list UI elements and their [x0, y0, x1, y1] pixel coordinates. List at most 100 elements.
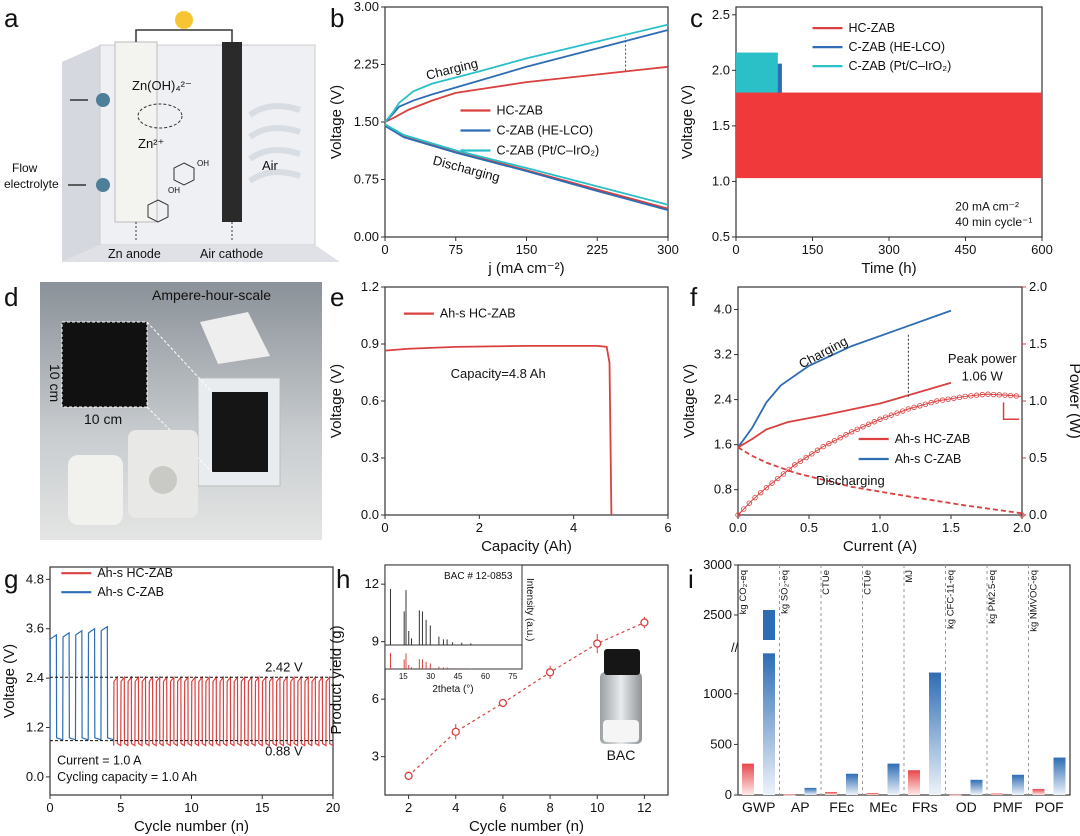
data-point: [498, 698, 508, 708]
data-point: [451, 727, 460, 736]
cell-left-plate: [62, 45, 100, 262]
y-right-tick-label: 1.0: [1029, 393, 1047, 408]
unit-label: kg NMVOC-eq: [1029, 570, 1040, 632]
series-line: [384, 123, 669, 206]
power-marker: [911, 404, 917, 411]
x-tick-label: 0: [381, 242, 388, 257]
x-tick-label: 1.5: [942, 520, 960, 535]
y-tick-label: 2.0: [712, 62, 730, 77]
category-label: POF: [1035, 799, 1064, 815]
power-marker: [996, 392, 1002, 398]
power-marker: [826, 440, 832, 447]
bac-powder: [603, 720, 639, 742]
power-marker: [979, 391, 985, 398]
reference-label: 0.88 V: [265, 744, 303, 759]
panel-label-f: f: [690, 282, 698, 312]
y-axis-label: Voltage (V): [1, 644, 18, 718]
x-tick-label: 0.5: [800, 520, 818, 535]
oh-label: OH: [197, 159, 209, 168]
bar-HC-ZAB: [991, 793, 1003, 795]
y-tick-label: 0.5: [712, 229, 730, 244]
category-label: FRs: [912, 799, 938, 815]
cycling-line: [113, 675, 334, 747]
bar-C-ZAB: [887, 763, 900, 795]
power-marker: [1002, 392, 1008, 398]
unit-label: kg PM2.5-eq: [987, 570, 998, 624]
power-marker: [780, 471, 787, 477]
power-marker: [962, 393, 968, 400]
condition-label: Cycling capacity = 1.0 Ah: [57, 770, 197, 784]
bar-HC-ZAB: [825, 791, 837, 795]
series-line: [737, 309, 952, 448]
power-marker: [956, 394, 963, 401]
bar-C-ZAB: [804, 787, 817, 795]
panel-label-i: i: [688, 564, 694, 594]
legend-entry: Ah-s HC-ZAB: [440, 307, 516, 321]
benzyl-alcohol-ring-icon: [173, 162, 195, 186]
category-label: AP: [791, 799, 810, 815]
panel-label-b: b: [330, 3, 344, 33]
electrolyte-label: electrolyte: [4, 177, 59, 191]
panel-label-a: a: [4, 3, 19, 33]
category-label: OD: [956, 799, 977, 815]
inset-frame: [384, 564, 523, 670]
y-tick-label: 0.9: [361, 336, 379, 351]
y-axis-label: Voltage (V): [681, 364, 698, 438]
x-axis-label: Cycle number (n): [134, 818, 249, 835]
power-marker: [763, 484, 770, 491]
x-tick-label: 6: [664, 520, 671, 535]
air-cathode-plate: [222, 42, 242, 222]
power-marker: [934, 398, 940, 404]
reference-label: 2.42 V: [265, 659, 303, 674]
power-marker: [848, 429, 855, 435]
data-point: [545, 668, 555, 677]
air-flow-arrow-icon: [248, 103, 301, 118]
y-tick-label: 0.0: [26, 769, 44, 784]
power-marker: [985, 391, 991, 397]
power-marker: [888, 412, 895, 418]
power-line: [737, 393, 1023, 516]
bar-C-ZAB: [970, 779, 983, 795]
power-marker: [860, 424, 866, 430]
y-tick-label: 0.8: [714, 482, 732, 497]
y-tick-label: 3.6: [26, 621, 44, 636]
y-axis-label: Voltage (V): [328, 85, 345, 159]
power-marker: [1007, 392, 1014, 399]
photo-title: Ampere-hour-scale: [152, 287, 271, 303]
air-label: Air: [262, 158, 279, 173]
power-marker: [990, 391, 997, 398]
power-marker: [945, 396, 951, 402]
power-marker: [746, 500, 753, 506]
y-tick-label: 3.2: [714, 347, 732, 362]
bar-HC-ZAB: [949, 794, 962, 796]
plot-frame-e: [384, 286, 669, 516]
legend-entry: HC-ZAB: [496, 104, 543, 118]
y-tick-label: 1.0: [712, 173, 730, 188]
power-marker: [837, 435, 843, 441]
zn-anode-label: Zn anode: [108, 247, 161, 261]
y-right-tick-label: 1.5: [1029, 336, 1047, 351]
y-tick-label: 0.3: [361, 450, 379, 465]
x-tick-label: 2.0: [1013, 520, 1031, 535]
y-tick-label: 0.75: [354, 172, 379, 187]
panel-label-g: g: [4, 564, 18, 594]
x-tick-label: 12: [637, 800, 651, 815]
power-marker: [922, 401, 929, 407]
series-line: [384, 23, 669, 123]
condition-label: 40 min cycle⁻¹: [955, 215, 1032, 229]
data-point: [593, 639, 602, 648]
power-marker: [854, 426, 860, 432]
pump-head: [149, 466, 177, 494]
data-point: [404, 771, 413, 780]
bar-segment-upper: [763, 610, 775, 640]
cycling-line: [49, 625, 114, 741]
legend-entry: C-ZAB (Pt/C–IrO₂): [496, 144, 599, 158]
x-tick-label: 6: [499, 800, 506, 815]
x-tick-label: 10: [184, 800, 198, 815]
y-right-tick-label: 0.5: [1029, 450, 1047, 465]
bar-C-ZAB: [1012, 774, 1024, 795]
y-tick-label: 1000: [703, 686, 732, 701]
external-circuit-wire: [135, 29, 233, 42]
bar-C-ZAB: [929, 672, 941, 795]
panel-label-c: c: [690, 3, 703, 33]
